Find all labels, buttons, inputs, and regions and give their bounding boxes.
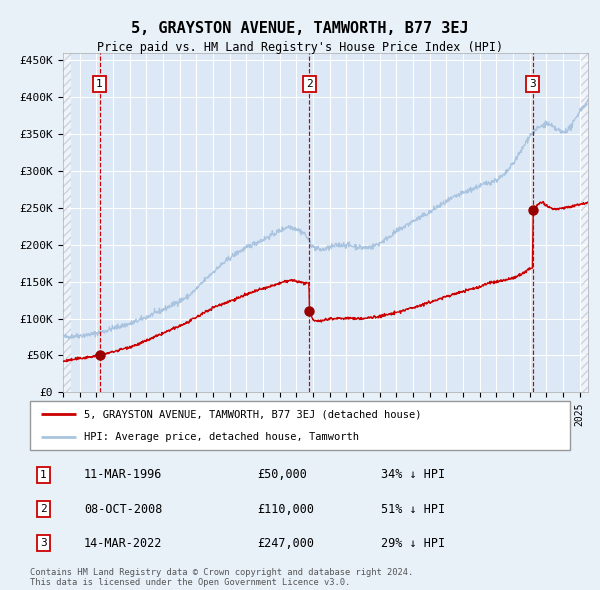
Text: 1: 1 (96, 79, 103, 89)
Text: £50,000: £50,000 (257, 468, 307, 481)
Text: 2: 2 (40, 504, 47, 514)
Bar (581, 53, 588, 392)
Text: 11-MAR-1996: 11-MAR-1996 (84, 468, 163, 481)
Text: 14-MAR-2022: 14-MAR-2022 (84, 536, 163, 550)
Text: 34% ↓ HPI: 34% ↓ HPI (381, 468, 445, 481)
Text: 3: 3 (40, 538, 47, 548)
Text: Contains HM Land Registry data © Crown copyright and database right 2024.
This d: Contains HM Land Registry data © Crown c… (30, 568, 413, 587)
Text: 2: 2 (306, 79, 313, 89)
Text: HPI: Average price, detached house, Tamworth: HPI: Average price, detached house, Tamw… (84, 431, 359, 441)
Text: £247,000: £247,000 (257, 536, 314, 550)
Text: 5, GRAYSTON AVENUE, TAMWORTH, B77 3EJ (detached house): 5, GRAYSTON AVENUE, TAMWORTH, B77 3EJ (d… (84, 409, 421, 419)
Text: £110,000: £110,000 (257, 503, 314, 516)
Text: 51% ↓ HPI: 51% ↓ HPI (381, 503, 445, 516)
Text: 29% ↓ HPI: 29% ↓ HPI (381, 536, 445, 550)
Text: 3: 3 (529, 79, 536, 89)
Text: 08-OCT-2008: 08-OCT-2008 (84, 503, 163, 516)
Text: Price paid vs. HM Land Registry's House Price Index (HPI): Price paid vs. HM Land Registry's House … (97, 41, 503, 54)
Bar (63, 53, 71, 392)
Text: 1: 1 (40, 470, 47, 480)
Text: 5, GRAYSTON AVENUE, TAMWORTH, B77 3EJ: 5, GRAYSTON AVENUE, TAMWORTH, B77 3EJ (131, 21, 469, 35)
FancyBboxPatch shape (30, 401, 570, 450)
